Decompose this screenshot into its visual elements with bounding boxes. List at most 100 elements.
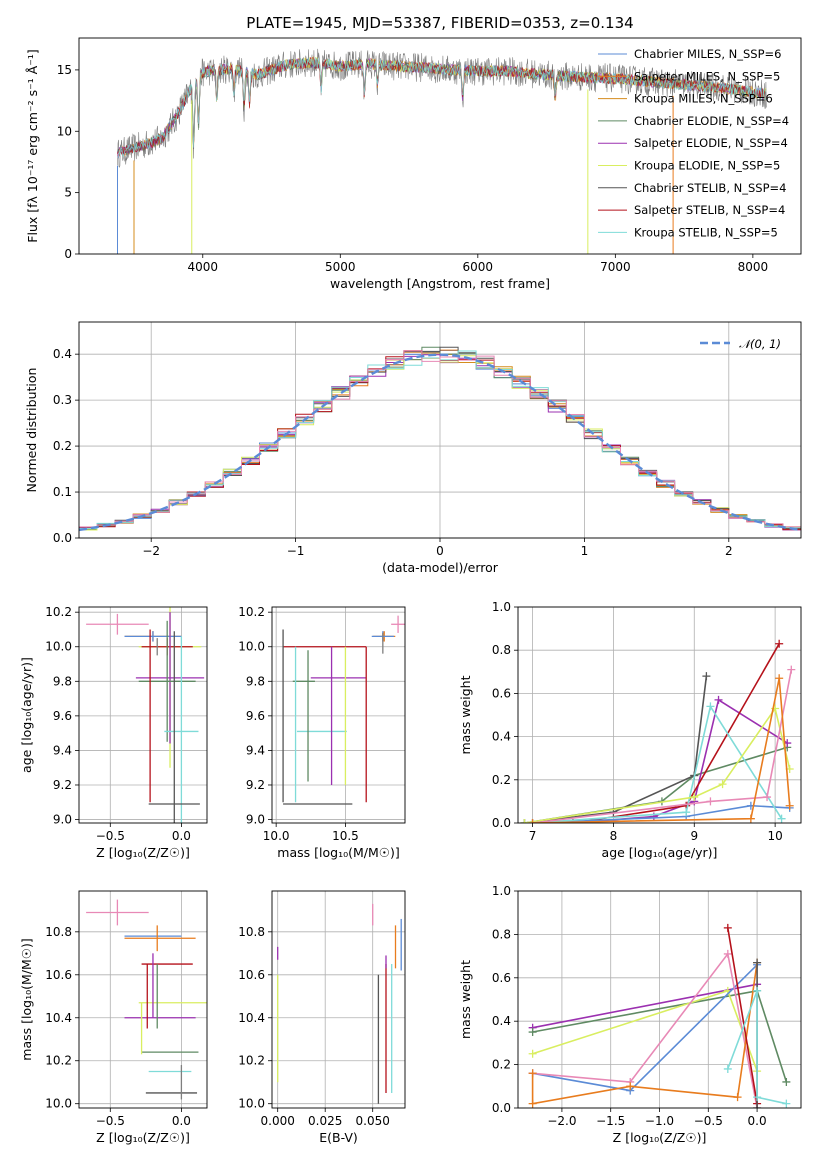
chart-spectrum: 4000 5000 6000 7000 8000 0 5 10 15 wavelength [An… [25,37,802,291]
y-axis-label: age [log₁₀(age/yr)] [19,657,34,773]
x-axis-label: age [log₁₀(age/yr)] [602,845,718,860]
x-tick-label: −0.5 [96,1114,125,1128]
weight-marker [753,1093,762,1102]
weight-marker [775,639,784,648]
plot-area [117,48,767,254]
errorbar-point [164,636,199,823]
x-tick-label: 7 [529,829,537,843]
weight-marker [528,819,537,823]
y-axis-label: mass [log₁₀(M/M☉)] [19,938,34,1060]
y-tick-label: 10.0 [45,640,72,654]
x-tick-label: −1 [287,544,305,558]
x-tick-label: 10 [767,829,782,843]
y-tick-label: 15 [57,63,72,77]
weight-marker [753,986,762,995]
x-tick-label: −0.5 [694,1114,723,1128]
y-axis-label: Flux [fλ 10⁻¹⁷ erg cm⁻² s⁻¹ Å⁻¹] [25,49,40,242]
x-tick-label: 8000 [738,260,769,274]
y-axis-label: Normed distribution [24,368,39,493]
y-tick-label: 0.2 [492,1058,511,1072]
figure-title: PLATE=1945, MJD=53387, FIBERID=0353, z=0… [246,14,633,32]
weight-marker [528,1099,537,1108]
weight-series [524,676,708,823]
y-axis-label: mass weight [458,675,473,754]
weight-series [532,983,758,1029]
x-tick-label: 10.0 [263,829,290,843]
weight-marker [714,695,723,704]
x-tick-label: 7000 [600,260,631,274]
y-tick-label: 0.4 [492,1014,511,1028]
y-tick-label: 10.8 [238,925,265,939]
y-tick-label: 10.8 [45,925,72,939]
plot-area [528,923,791,1108]
weight-marker [746,814,755,823]
weight-marker [723,1064,732,1073]
plot-area [277,903,402,1104]
weight-series [532,669,793,823]
y-tick-label: 0.8 [492,643,511,657]
chart-mass-vs-EBV: 0.000 0.025 0.050 10.0 10.2 10.4 10.6 10.8 E(B-V… [238,890,406,1145]
x-tick-label: −1.0 [645,1114,674,1128]
x-axis-label: wavelength [Angstrom, rest frame] [330,276,550,291]
model-spectrum [117,57,767,157]
y-tick-label: 10 [57,124,72,138]
y-tick-label: 9.2 [246,778,265,792]
y-tick-label: 0.4 [492,730,511,744]
y-tick-label: 10.6 [45,968,72,982]
weight-marker [723,923,732,932]
weight-marker [520,819,529,823]
weight-marker [763,793,772,802]
y-tick-label: 0.6 [492,686,511,700]
legend-label: Kroupa MILES, N_SSP=6 [634,92,773,106]
errorbar-point [391,615,405,633]
y-tick-label: 0.1 [53,485,72,499]
axes-frame [78,606,208,824]
chart-age-vs-mass: 10.0 10.5 9.0 9.2 9.4 9.6 9.8 10.0 10.2 mass [log… [238,605,406,860]
x-tick-label: 5000 [325,260,356,274]
chart-weight-vs-age: 7 8 9 10 0.0 0.2 0.4 0.6 0.8 1.0 age [log₁₀(age/yr… [458,600,802,860]
plot-area [79,346,801,532]
y-tick-label: 0.6 [492,971,511,985]
y-tick-label: 9.6 [246,709,265,723]
axes-frame [78,321,802,539]
y-tick-label: 10.6 [238,968,265,982]
legend: 𝒩(0, 1) [700,337,781,351]
y-tick-label: 10.2 [238,1054,265,1068]
weight-series [532,678,791,823]
y-tick-label: 0.2 [492,773,511,787]
chart-age-vs-Z: −0.5 0.0 9.0 9.2 9.4 9.6 9.8 10.0 10.2 Z [log₁₀(Z… [19,605,208,860]
x-axis-label: Z [log₁₀(Z/Z☉)] [96,1130,190,1145]
x-axis-label: (data-model)/error [382,560,499,575]
legend-label: Kroupa STELIB, N_SSP=5 [634,225,778,239]
legend-label: Salpeter ELODIE, N_SSP=4 [634,136,788,150]
x-tick-label: 1 [581,544,589,558]
weight-marker [782,1077,791,1086]
weight-marker [528,1028,537,1037]
y-tick-label: 0.0 [492,1101,511,1115]
x-tick-label: 0.050 [356,1114,390,1128]
x-tick-label: 4000 [187,260,218,274]
x-tick-label: 6000 [463,260,494,274]
chart-mass-vs-Z: −0.5 0.0 10.0 10.2 10.4 10.6 10.8 Z [log₁₀(Z/Z☉… [19,890,208,1145]
histogram-step [79,350,801,528]
y-tick-label: 10.2 [45,1054,72,1068]
weight-marker [723,949,732,958]
y-tick-label: 10.2 [45,605,72,619]
weight-marker [787,665,796,674]
y-tick-label: 0.0 [492,816,511,830]
axes-frame [517,606,802,824]
errorbar-point [135,612,205,744]
plot-area [520,639,796,823]
axes-frame [271,606,406,824]
y-tick-label: 9.8 [246,674,265,688]
weight-marker [782,1099,791,1108]
axes-frame [517,890,802,1109]
y-tick-label: 10.0 [238,1097,265,1111]
y-tick-label: 0 [64,247,72,261]
weight-marker [733,1093,742,1102]
y-tick-label: 10.4 [238,1011,265,1025]
weight-marker [785,801,794,810]
weight-marker [682,808,691,817]
model-spectrum [117,57,767,159]
